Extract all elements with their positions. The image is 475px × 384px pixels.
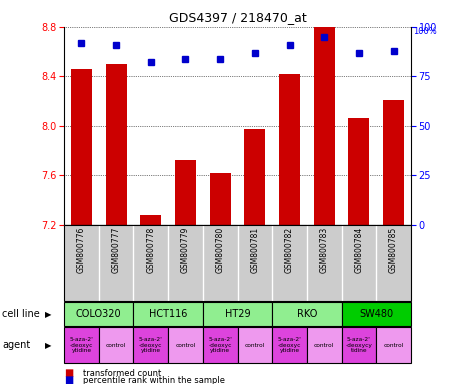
Text: GSM800783: GSM800783: [320, 227, 329, 273]
Text: ▶: ▶: [45, 341, 52, 349]
Text: control: control: [175, 343, 196, 348]
Text: ■: ■: [64, 368, 73, 378]
Bar: [210, 173, 230, 225]
Text: 5-aza-2'
-deoxyc
ytidine: 5-aza-2' -deoxyc ytidine: [208, 337, 232, 353]
Text: SW480: SW480: [359, 309, 393, 319]
Bar: [245, 129, 265, 225]
Text: control: control: [314, 343, 334, 348]
Text: transformed count: transformed count: [83, 369, 162, 378]
Text: GSM800780: GSM800780: [216, 227, 225, 273]
Text: GSM800784: GSM800784: [354, 227, 363, 273]
Bar: [314, 8, 334, 225]
Text: GSM800778: GSM800778: [146, 227, 155, 273]
Text: COLO320: COLO320: [76, 309, 122, 319]
Text: RKO: RKO: [297, 309, 317, 319]
Text: GSM800781: GSM800781: [250, 227, 259, 273]
Text: 100%: 100%: [413, 27, 437, 36]
Text: agent: agent: [2, 340, 30, 350]
Text: GSM800785: GSM800785: [389, 227, 398, 273]
Bar: [175, 161, 196, 225]
Text: ▶: ▶: [45, 310, 52, 319]
Text: 5-aza-2'
-deoxyc
ytidine: 5-aza-2' -deoxyc ytidine: [277, 337, 302, 353]
Text: GSM800782: GSM800782: [285, 227, 294, 273]
Text: percentile rank within the sample: percentile rank within the sample: [83, 376, 225, 384]
Text: GSM800779: GSM800779: [181, 227, 190, 273]
Text: 5-aza-2'
-deoxyc
ytidine: 5-aza-2' -deoxyc ytidine: [69, 337, 94, 353]
Bar: [141, 215, 161, 225]
Text: ■: ■: [64, 375, 73, 384]
Text: cell line: cell line: [2, 309, 40, 319]
Text: control: control: [245, 343, 265, 348]
Text: GSM800776: GSM800776: [77, 227, 86, 273]
Text: control: control: [106, 343, 126, 348]
Bar: [279, 74, 300, 225]
Bar: [383, 100, 404, 225]
Text: 5-aza-2'
-deoxycy
tidine: 5-aza-2' -deoxycy tidine: [345, 337, 372, 353]
Text: HT29: HT29: [225, 309, 250, 319]
Text: GSM800777: GSM800777: [112, 227, 121, 273]
Bar: [71, 69, 92, 225]
Title: GDS4397 / 218470_at: GDS4397 / 218470_at: [169, 11, 306, 24]
Bar: [349, 118, 369, 225]
Text: 5-aza-2'
-deoxyc
ytidine: 5-aza-2' -deoxyc ytidine: [139, 337, 163, 353]
Bar: [106, 64, 126, 225]
Text: control: control: [383, 343, 404, 348]
Text: HCT116: HCT116: [149, 309, 187, 319]
